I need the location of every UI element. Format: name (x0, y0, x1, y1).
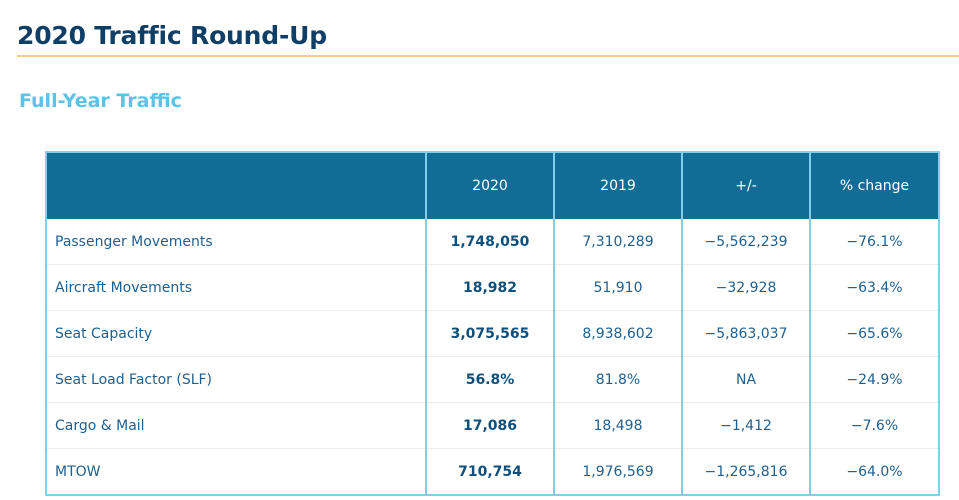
value-percent-change: −24.9% (809, 356, 939, 403)
metric-label: Seat Capacity (46, 310, 426, 357)
table-row: MTOW 710,754 1,976,569 −1,265,816 −64.0% (46, 448, 939, 495)
metric-label: MTOW (46, 448, 426, 495)
header-metric (46, 152, 426, 219)
value-2019: 1,976,569 (553, 448, 682, 495)
table-header-row: 2020 2019 +/- % change (46, 152, 939, 219)
value-2019: 8,938,602 (553, 310, 682, 357)
header-2019: 2019 (553, 152, 682, 219)
value-difference: −1,265,816 (681, 448, 810, 495)
value-difference: −32,928 (681, 264, 810, 311)
value-difference: −5,863,037 (681, 310, 810, 357)
value-2019: 81.8% (553, 356, 682, 403)
header-difference: +/- (681, 152, 810, 219)
page-title: 2020 Traffic Round-Up (17, 21, 327, 50)
value-2019: 51,910 (553, 264, 682, 311)
section-subtitle: Full-Year Traffic (19, 90, 182, 112)
value-2019: 7,310,289 (553, 219, 682, 265)
value-2020: 56.8% (425, 356, 554, 403)
metric-label: Cargo & Mail (46, 402, 426, 449)
value-percent-change: −64.0% (809, 448, 939, 495)
table-row: Cargo & Mail 17,086 18,498 −1,412 −7.6% (46, 402, 939, 449)
table-row: Aircraft Movements 18,982 51,910 −32,928… (46, 264, 939, 311)
table-row: Seat Load Factor (SLF) 56.8% 81.8% NA −2… (46, 356, 939, 403)
value-percent-change: −76.1% (809, 219, 939, 265)
value-2020: 18,982 (425, 264, 554, 311)
metric-label: Seat Load Factor (SLF) (46, 356, 426, 403)
value-2019: 18,498 (553, 402, 682, 449)
value-percent-change: −7.6% (809, 402, 939, 449)
metric-label: Passenger Movements (55, 233, 213, 250)
table-row: Passenger Movements 1,748,050 7,310,289 … (46, 219, 939, 265)
table-row: Seat Capacity 3,075,565 8,938,602 −5,863… (46, 310, 939, 357)
header-percent-change: % change (809, 152, 939, 219)
title-divider (17, 55, 959, 57)
value-2020: 710,754 (425, 448, 554, 495)
traffic-table: 2020 2019 +/- % change Passenger Movemen… (45, 151, 940, 496)
value-difference: −5,562,239 (681, 219, 810, 265)
value-2020: 1,748,050 (425, 219, 554, 265)
value-2020: 17,086 (425, 402, 554, 449)
value-2020: 3,075,565 (425, 310, 554, 357)
value-percent-change: −65.6% (809, 310, 939, 357)
header-2020: 2020 (425, 152, 554, 219)
value-difference: NA (681, 356, 810, 403)
value-difference: −1,412 (681, 402, 810, 449)
metric-label: Aircraft Movements (46, 264, 426, 311)
value-percent-change: −63.4% (809, 264, 939, 311)
